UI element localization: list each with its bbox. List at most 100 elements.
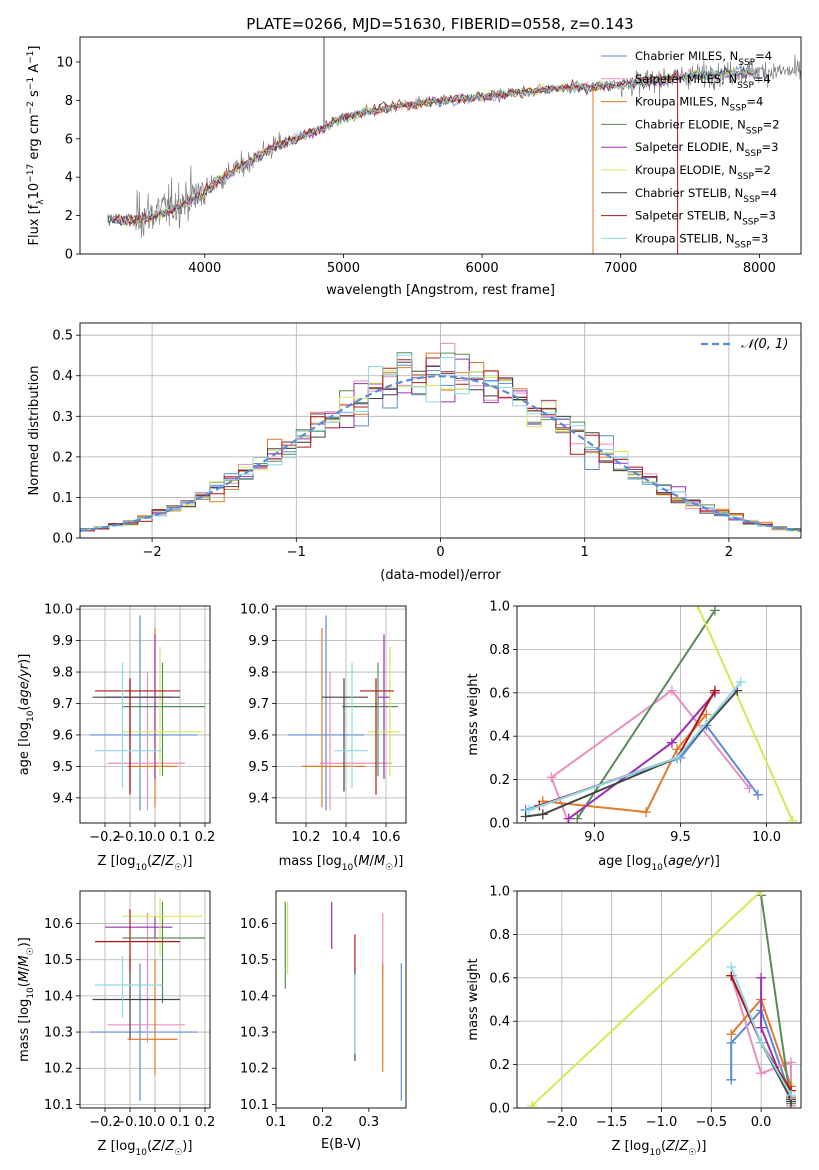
label-part: Salpeter ELODIE, N	[635, 140, 745, 154]
tick-label-y: 9.4	[52, 791, 73, 806]
tick-label-x: 8000	[743, 261, 776, 276]
label-part: ☉	[26, 947, 36, 955]
tick-label-x: 10.2	[292, 830, 321, 845]
label-part: 10	[26, 710, 36, 722]
weight-marker-kroupa-elodie	[756, 891, 767, 896]
label-part: 10	[135, 1148, 147, 1158]
tick-label-y: 10.1	[240, 1098, 269, 1113]
label-part: age/yr	[668, 854, 711, 869]
axes-frame	[275, 605, 407, 824]
y-axis-label: mass [log10(M/M☉)]	[17, 937, 36, 1062]
label-part: Z	[151, 854, 162, 869]
y-axis-label: Normed distribution	[27, 366, 42, 496]
x-axis-label: Z [log10(Z/Z☉)]	[612, 1139, 707, 1158]
weight-marker-salpeter-elodie	[666, 737, 677, 748]
tick-label-y: 10	[56, 55, 73, 70]
label-part: Kroupa MILES, N	[635, 95, 730, 109]
spectrum-model-line-chabrier-stelib	[107, 65, 759, 227]
label-part: ☉	[688, 1148, 696, 1158]
tick-label-x: 0.0	[145, 830, 166, 845]
tick-label-y: 9.6	[248, 728, 269, 743]
chart-spectrum: 4000 5000 6000 7000 8000 0 2 4 6 8 10 wavelength [A…	[26, 36, 802, 298]
label-part: 10	[135, 863, 147, 873]
weight-marker-kroupa-stelib	[672, 752, 683, 763]
legend-entry-salpeter-miles: Salpeter MILES, NSSP=4	[635, 72, 771, 91]
weight-marker-chabrier-stelib	[537, 809, 548, 820]
tick-label-y: 9.4	[248, 791, 269, 806]
tick-label-x: −1.5	[596, 1115, 628, 1130]
label-part: Z	[665, 1139, 676, 1154]
weight-marker-salpeter-stelib	[709, 685, 720, 696]
legend-entry-gaussian: 𝒩(0, 1)	[741, 337, 788, 352]
label-part: mass [log	[17, 999, 32, 1062]
tick-label-x: 6000	[466, 261, 499, 276]
weight-marker-chabrier-elodie	[572, 813, 583, 823]
gaussian-curve	[80, 375, 801, 532]
label-part: SSP	[742, 218, 759, 228]
label-part: ☉	[385, 863, 393, 873]
label-part: Salpeter MILES, N	[635, 72, 737, 86]
label-part: mass [log	[279, 854, 342, 869]
weight-line-kroupa-elodie	[696, 606, 794, 822]
plot-area	[288, 615, 400, 811]
label-part: −2	[26, 101, 36, 114]
label-part: ☉	[174, 863, 182, 873]
label-part: M	[17, 971, 32, 982]
tick-label-x: 0.2	[195, 830, 216, 845]
label-part: erg cm	[27, 114, 42, 163]
label-part: (	[353, 854, 358, 869]
tick-label-y: 0.6	[489, 971, 510, 986]
tick-label-y: 0.3	[52, 410, 73, 425]
label-part: Kroupa STELIB, N	[635, 231, 735, 245]
tick-label-y: 10.3	[44, 1026, 73, 1041]
tick-label-y: 10.1	[44, 1098, 73, 1113]
tick-label-y: 4	[65, 171, 73, 186]
spectrum-model-line-salpeter-stelib	[112, 72, 677, 227]
figure-title: PLATE=0266, MJD=51630, FIBERID=0558, z=0…	[246, 15, 633, 33]
label-part: SSP	[743, 195, 760, 205]
tick-label-y: 2	[65, 209, 73, 224]
tick-label-y: 10.5	[44, 953, 73, 968]
weight-marker-kroupa-stelib	[524, 804, 535, 815]
tick-label-y: 0.8	[489, 928, 510, 943]
label-part: Chabrier MILES, N	[635, 49, 738, 63]
axes-frame	[275, 890, 407, 1109]
tick-label-x: −2.0	[546, 1115, 578, 1130]
label-part: =4	[746, 95, 763, 109]
tick-label-x: 0.2	[195, 1115, 216, 1130]
label-part: A	[27, 64, 42, 77]
tick-label-x: 10.0	[752, 830, 781, 845]
x-axis-label: Z [log10(Z/Z☉)]	[98, 1139, 193, 1158]
tick-label-x: 9.5	[670, 830, 691, 845]
tick-label-y: 0.4	[489, 730, 510, 745]
label-part: )]	[182, 1139, 192, 1154]
x-axis-label: E(B-V)	[321, 1137, 361, 1152]
plot-area	[90, 898, 205, 1101]
tick-label-y: 0.8	[489, 643, 510, 658]
chart-weight_vs_Z: −2.0 −1.5 −1.0 −0.5 0.0 0.0 0.2 0.4 0.6 0.8 1.0 Z […	[466, 885, 802, 1158]
tick-label-x: 1	[581, 545, 589, 560]
label-part: SSP	[738, 58, 755, 68]
label-part: 10	[342, 863, 354, 873]
tick-label-x: 0.1	[170, 1115, 191, 1130]
axes-frame	[79, 322, 802, 539]
plot-area	[520, 606, 798, 823]
label-part: =2	[763, 117, 780, 131]
tick-label-x: 9.0	[584, 830, 605, 845]
x-axis-label: Z [log10(Z/Z☉)]	[98, 854, 193, 873]
tick-label-y: 10.6	[240, 917, 269, 932]
label-part: SSP	[730, 104, 747, 114]
chart-mass_vs_ebv: 0.1 0.2 0.3 10.1 10.2 10.3 10.4 10.5 10.6	[240, 890, 407, 1130]
axes-frame	[516, 605, 802, 824]
label-part: ]	[27, 46, 42, 51]
tick-label-y: 10.5	[240, 953, 269, 968]
label-part: SSP	[737, 81, 754, 91]
weight-line-kroupa-elodie	[531, 891, 762, 1107]
plot-area	[107, 37, 801, 254]
label-part: =4	[754, 72, 771, 86]
tick-label-y: 9.5	[248, 760, 269, 775]
y-axis-label: age [log10(age/yr)]	[17, 654, 36, 776]
tick-label-y: 0.4	[52, 369, 73, 384]
weight-marker-kroupa-stelib	[786, 1089, 797, 1100]
weight-marker-kroupa-elodie	[526, 1100, 537, 1108]
